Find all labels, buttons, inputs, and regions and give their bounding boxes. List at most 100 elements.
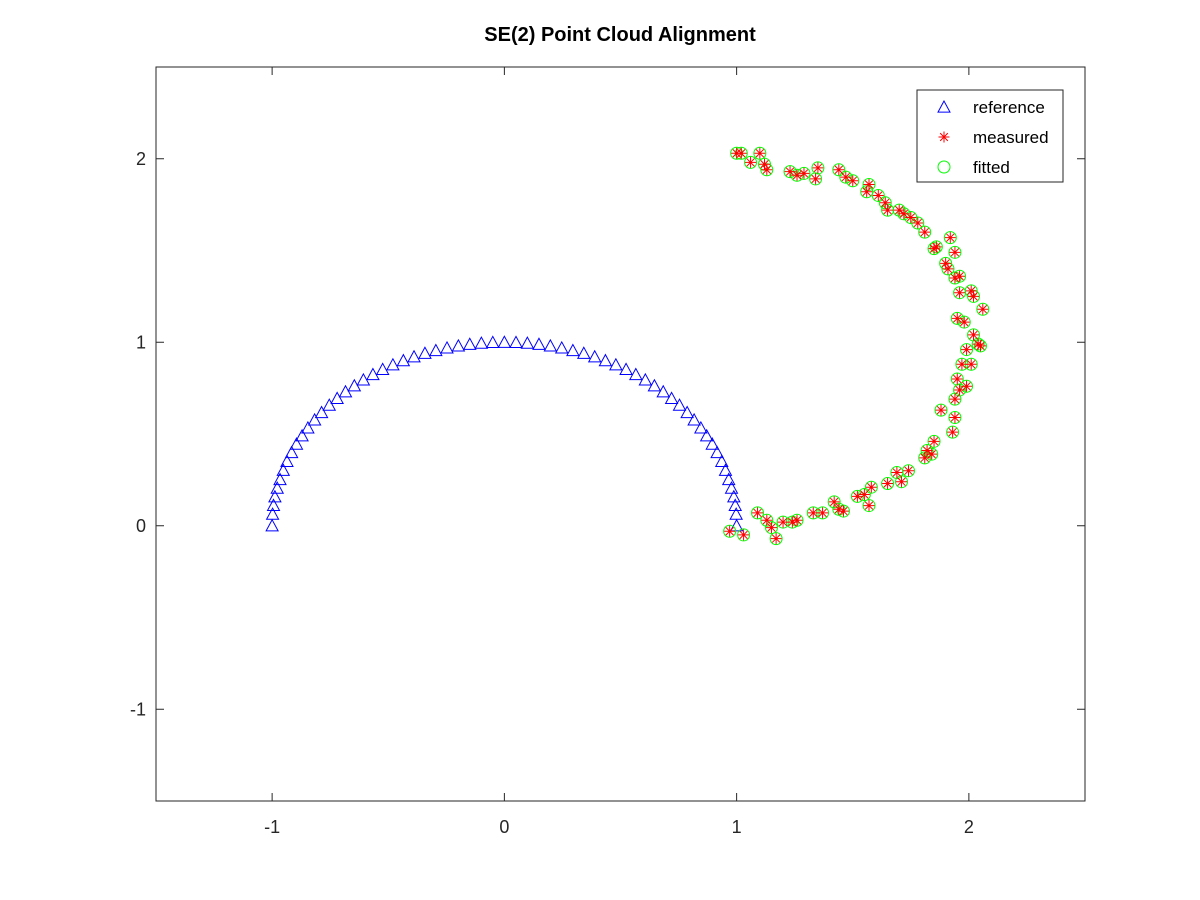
reference-point <box>485 335 500 349</box>
reference-point <box>566 343 580 357</box>
measured-point <box>828 496 840 508</box>
measured-point <box>965 285 977 297</box>
fitted-point <box>948 245 962 259</box>
measured-point <box>791 169 803 181</box>
measured-point <box>968 290 980 302</box>
measured-point <box>833 503 845 515</box>
measured-point <box>863 178 875 190</box>
x-tick-label: -1 <box>264 817 280 837</box>
reference-point <box>265 518 279 532</box>
reference-point <box>647 378 662 392</box>
measured-point <box>956 358 968 370</box>
fitted-point <box>901 464 915 478</box>
fitted-point <box>943 231 957 245</box>
measured-point <box>770 533 782 545</box>
reference-point <box>721 472 736 486</box>
reference-point <box>543 338 558 352</box>
fitted-point <box>760 513 774 527</box>
reference-point <box>295 428 309 442</box>
measured-point <box>954 287 966 299</box>
fitted-point <box>918 225 932 239</box>
measured-point <box>898 208 910 220</box>
measured-point <box>810 173 822 185</box>
reference-point <box>268 489 282 503</box>
series-reference <box>265 335 744 532</box>
reference-point <box>699 428 714 442</box>
measured-point <box>752 507 764 519</box>
fitted-point <box>927 434 941 448</box>
measured-point <box>761 514 773 526</box>
reference-point <box>638 372 653 386</box>
fitted-point <box>790 168 804 182</box>
fitted-point <box>864 480 878 494</box>
reference-point <box>276 463 291 476</box>
reference-point <box>451 338 466 352</box>
fitted-point <box>871 188 885 202</box>
measured-point <box>791 514 803 526</box>
reference-point <box>280 454 294 467</box>
reference-point <box>687 412 701 426</box>
measured-point <box>879 197 891 209</box>
reference-point <box>672 398 687 411</box>
legend-marker-measured <box>938 131 950 143</box>
measured-point <box>926 448 938 460</box>
measured-point <box>968 329 980 341</box>
fitted-point <box>769 532 783 546</box>
axes: -1 0 1 2 -1 0 1 2 <box>130 66 1086 837</box>
measured-point <box>731 147 743 159</box>
fitted-point <box>897 207 911 221</box>
fitted-point <box>971 337 985 351</box>
measured-point <box>930 241 942 253</box>
reference-point <box>301 420 315 434</box>
reference-point <box>307 412 322 426</box>
y-tick-label: -1 <box>130 699 146 719</box>
fitted-point <box>846 174 860 188</box>
fitted-point <box>918 451 932 465</box>
fitted-point <box>862 499 876 513</box>
fitted-point <box>929 240 943 254</box>
fitted-point <box>927 242 941 256</box>
measured-point <box>754 147 766 159</box>
reference-point <box>265 507 280 520</box>
reference-point <box>576 346 591 359</box>
fitted-point <box>960 343 974 357</box>
measured-point <box>942 263 954 275</box>
reference-point <box>462 337 477 350</box>
measured-point <box>905 211 917 223</box>
reference-point <box>338 384 353 398</box>
fitted-point <box>783 165 797 179</box>
reference-point <box>366 367 380 381</box>
reference-point <box>289 437 304 450</box>
reference-point <box>587 349 602 363</box>
reference-point <box>407 349 421 363</box>
measured-point <box>807 507 819 519</box>
fitted-point <box>744 155 758 169</box>
reference-point <box>724 481 739 494</box>
reference-point <box>497 335 512 348</box>
fitted-point <box>957 315 971 329</box>
reference-point <box>694 420 708 434</box>
fitted-point <box>797 166 811 180</box>
measured-point <box>949 411 961 423</box>
fitted-point <box>895 475 909 489</box>
measured-point <box>949 272 961 284</box>
measured-point <box>919 452 931 464</box>
reference-point <box>710 445 724 459</box>
legend-label-fitted: fitted <box>973 158 1010 177</box>
measured-point <box>765 522 777 534</box>
measured-point <box>896 476 908 488</box>
reference-point <box>440 340 454 354</box>
measured-point <box>861 186 873 198</box>
measured-point <box>958 316 970 328</box>
reference-point <box>330 391 344 405</box>
reference-point <box>386 357 400 371</box>
series-measured <box>724 147 989 545</box>
fitted-point <box>920 444 934 458</box>
fitted-point <box>862 177 876 191</box>
reference-point <box>619 362 633 376</box>
measured-point <box>777 516 789 528</box>
measured-point <box>812 162 824 174</box>
reference-point <box>609 357 623 371</box>
measured-point <box>961 380 973 392</box>
reference-point <box>628 367 643 381</box>
